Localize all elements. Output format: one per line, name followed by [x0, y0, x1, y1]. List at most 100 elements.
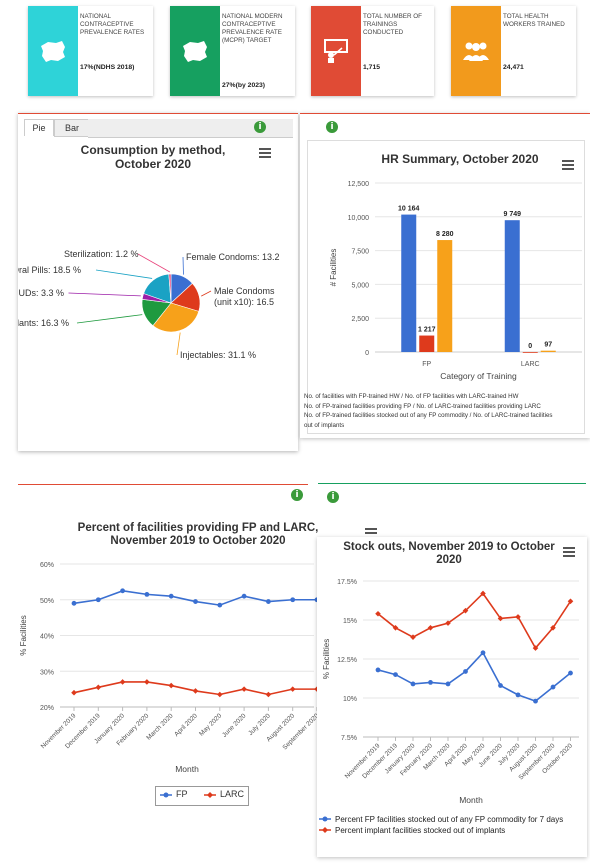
bar[interactable]	[401, 214, 417, 352]
data-point[interactable]	[515, 692, 521, 698]
series-line[interactable]	[377, 592, 572, 650]
data-point[interactable]	[290, 597, 296, 603]
data-point[interactable]	[480, 650, 486, 656]
y-tick-label: 0	[365, 350, 369, 357]
y-tick-label: 50%	[40, 598, 54, 605]
data-point[interactable]	[445, 681, 451, 687]
data-point[interactable]	[266, 599, 271, 604]
x-axis-title: Month	[175, 764, 199, 774]
data-point[interactable]	[241, 686, 247, 692]
legend-label-larc[interactable]: LARC	[220, 789, 245, 799]
kpi-card-trainings: TOTAL NUMBER OF TRAININGS CONDUCTED 1,71…	[311, 6, 434, 96]
pie-connector	[176, 332, 181, 356]
tab-pie[interactable]: Pie	[24, 119, 54, 136]
data-point[interactable]	[144, 679, 150, 685]
data-point[interactable]	[393, 672, 398, 677]
people-icon	[463, 42, 489, 61]
panel-divider	[318, 483, 586, 484]
data-point[interactable]	[217, 602, 223, 608]
data-point[interactable]	[265, 691, 272, 698]
legend-item[interactable]: No. of FP-trained facilities providing F…	[304, 402, 541, 410]
legend-item[interactable]: out of implants	[304, 421, 345, 429]
bar-data-label: 0	[528, 343, 532, 350]
data-point[interactable]	[289, 686, 296, 692]
legend-item[interactable]: No. of FP-trained facilities stocked out…	[304, 412, 553, 420]
tab-bar-strip	[88, 119, 293, 138]
data-point[interactable]	[568, 670, 573, 676]
legend-item[interactable]: Percent FP facilities stocked out of any…	[317, 814, 587, 825]
pie-slice-label: Injectables: 31.1 %	[180, 350, 256, 360]
y-tick-label: 30%	[40, 669, 54, 676]
data-point[interactable]	[120, 588, 125, 594]
data-point[interactable]	[375, 667, 381, 673]
stockouts-panel	[317, 537, 587, 857]
data-point[interactable]	[168, 593, 174, 599]
data-point[interactable]	[192, 688, 199, 694]
training-icon	[324, 39, 348, 63]
legend-item[interactable]: No. of facilities with FP-trained HW / N…	[304, 393, 519, 400]
data-point[interactable]	[428, 680, 433, 685]
chart-menu-icon[interactable]	[365, 528, 377, 536]
y-tick-label: 12.5%	[337, 657, 357, 664]
data-point[interactable]	[533, 698, 538, 704]
chart-menu-icon[interactable]	[562, 160, 574, 172]
pie-connector	[68, 292, 141, 297]
data-point[interactable]	[71, 689, 77, 696]
kpi-icon-box	[311, 6, 361, 96]
info-icon[interactable]: i	[327, 491, 339, 503]
pie-slice[interactable]	[168, 273, 172, 304]
bar[interactable]	[540, 350, 556, 352]
info-icon[interactable]: i	[254, 121, 266, 133]
series-line[interactable]	[377, 651, 572, 703]
data-point[interactable]	[193, 599, 198, 604]
x-tick-label: July 2020	[247, 712, 272, 737]
data-point[interactable]	[550, 625, 556, 631]
data-point[interactable]	[410, 634, 416, 640]
data-point[interactable]	[532, 645, 539, 651]
legend-label-fp[interactable]: FP	[176, 789, 188, 799]
y-tick-label: 7.5%	[341, 735, 357, 742]
data-point[interactable]	[480, 590, 486, 597]
data-point[interactable]	[463, 669, 468, 674]
info-icon[interactable]: i	[326, 121, 338, 133]
chart-title: Stock outs, November 2019 to October 202…	[343, 541, 555, 566]
data-point[interactable]	[392, 625, 399, 631]
data-point[interactable]	[119, 679, 126, 685]
y-tick-label: 17.5%	[337, 579, 357, 586]
data-point[interactable]	[498, 683, 503, 688]
data-point[interactable]	[241, 593, 247, 599]
kpi-card-cpr: NATIONAL CONTRACEPTIVE PREVALENCE RATES …	[28, 6, 153, 96]
data-point[interactable]	[168, 682, 174, 689]
chart-menu-icon[interactable]	[259, 148, 271, 160]
bar[interactable]	[522, 352, 538, 353]
bar[interactable]	[437, 240, 453, 352]
kpi-label: TOTAL HEALTH WORKERS TRAINED	[503, 13, 565, 28]
x-tick-label: March 2020	[145, 712, 174, 741]
data-point[interactable]	[550, 684, 556, 690]
y-tick-label: 7,500	[351, 249, 369, 256]
data-point[interactable]	[95, 684, 102, 691]
kpi-value: 27%(by 2023)	[222, 82, 266, 89]
bar[interactable]	[504, 220, 520, 352]
chart-menu-icon[interactable]	[563, 547, 575, 559]
pie-connector	[201, 290, 212, 297]
pie-slice-label: (unit x10): 16.5	[214, 297, 274, 307]
info-icon[interactable]: i	[291, 489, 303, 501]
kpi-icon-box	[28, 6, 78, 96]
data-point[interactable]	[427, 625, 434, 631]
data-point[interactable]	[144, 591, 150, 597]
data-point[interactable]	[497, 615, 504, 622]
tab-bar[interactable]: Bar	[54, 119, 90, 137]
x-tick-label: April 2020	[173, 712, 199, 738]
bar[interactable]	[419, 335, 435, 352]
legend-item[interactable]: Percent implant facilities stocked out o…	[317, 825, 587, 836]
data-point[interactable]	[410, 681, 416, 687]
data-point[interactable]	[95, 597, 101, 603]
stockouts-line-chart: 7.5%10%12.5%15%17.5%November 2019Decembe…	[322, 579, 579, 805]
y-tick-label: 15%	[343, 618, 357, 625]
pie-connector	[76, 314, 143, 324]
pie-slice[interactable]	[152, 302, 200, 333]
data-point[interactable]	[217, 691, 223, 698]
data-point[interactable]	[71, 600, 77, 606]
